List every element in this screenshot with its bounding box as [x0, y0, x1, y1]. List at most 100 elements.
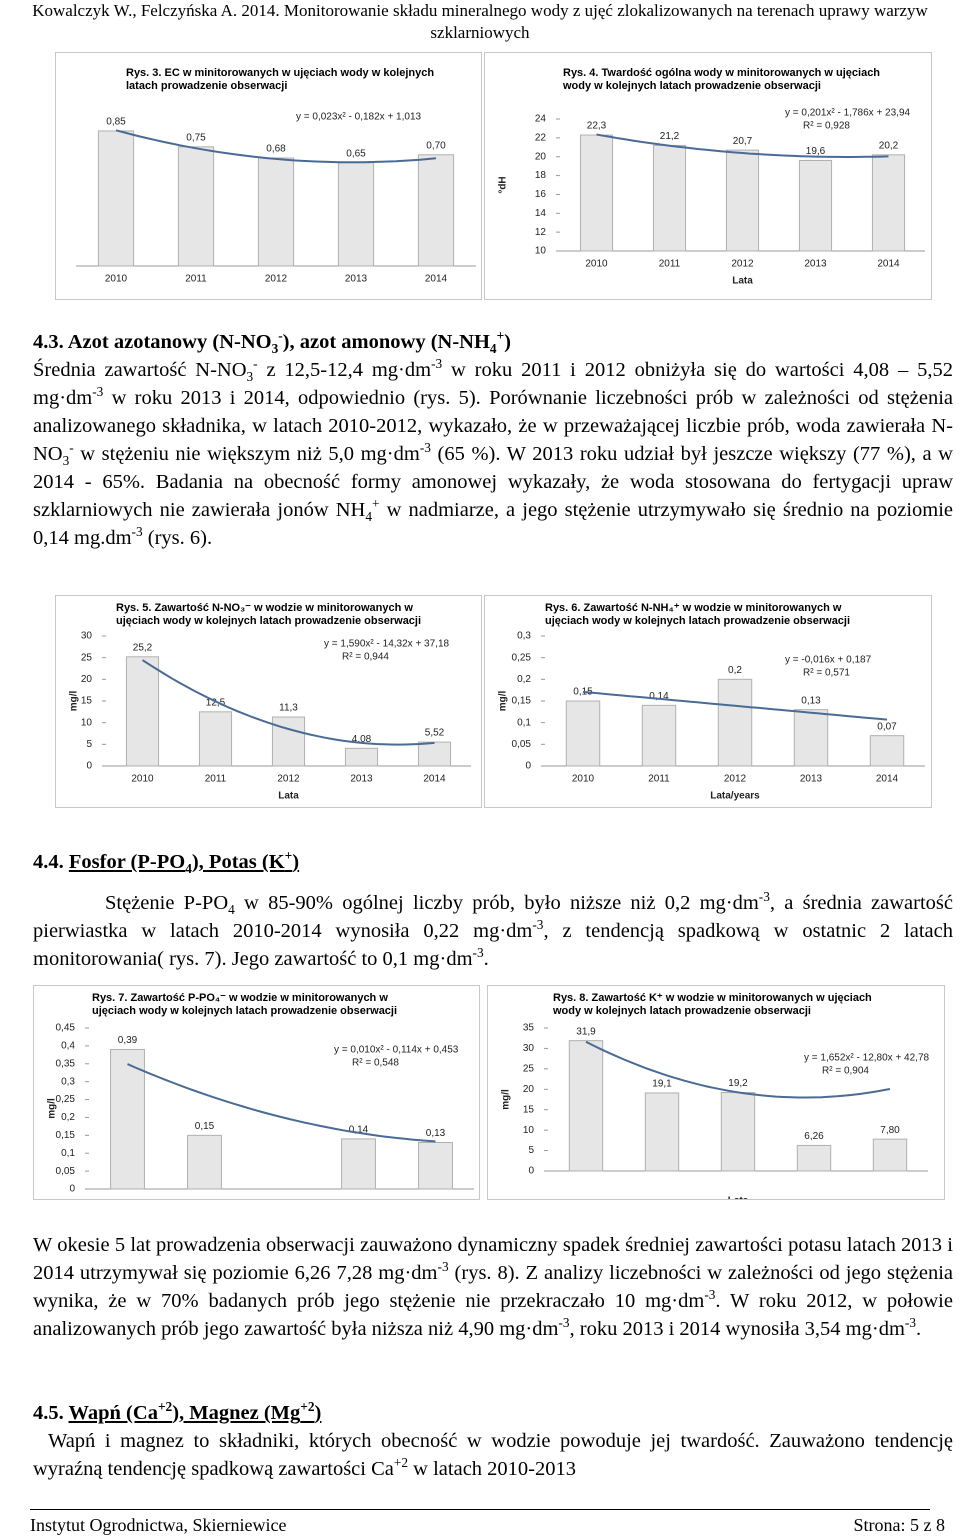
text-run: w 85-90% ogólnej liczby prób, było niższ… [234, 892, 759, 914]
bar [418, 1141, 453, 1190]
x-tick-label: 2013 [350, 774, 373, 785]
superscript: -3 [758, 889, 770, 905]
y-axis-label: mg/l [498, 691, 509, 712]
bar [871, 154, 906, 252]
y-tick-label: 0,05 [512, 739, 532, 750]
subscript: 3 [246, 369, 254, 385]
section-number: 4.3. [33, 331, 64, 353]
x-tick-label: 2013 [345, 274, 368, 285]
x-tick-label: 2012 [731, 259, 754, 270]
superscript: - [278, 328, 283, 344]
section-number: 4.5. [33, 1402, 64, 1424]
bar [652, 144, 687, 252]
y-tick-label: 20 [81, 674, 93, 685]
value-label: 6,26 [804, 1131, 824, 1142]
chart: 0 5 10 15 20 25 30 35 mg/l Lata 31,9 19,1 19,2 6,26 7,… [487, 985, 945, 1200]
paragraph: Wapń i magnez to składniki, których obec… [33, 1427, 953, 1483]
value-label: 19,1 [652, 1079, 672, 1090]
bar [198, 711, 233, 767]
trend-equation: y = 0,010x² - 0,114x + 0,453 [334, 1045, 459, 1056]
trendline [141, 659, 435, 746]
bar [417, 154, 455, 267]
text-run: (rys. 8). Z analizy liczebności w zależn… [33, 1262, 953, 1312]
bar [187, 1134, 222, 1190]
value-label: 0,85 [106, 117, 126, 128]
x-tick-label: 2014 [877, 259, 900, 270]
value-label: 21,2 [660, 131, 680, 142]
x-tick-label: 2010 [131, 774, 154, 785]
x-tick-label: 2012 [265, 274, 288, 285]
superscript: -3 [532, 917, 544, 933]
y-tick-label: 15 [523, 1104, 535, 1115]
value-label: 0,70 [426, 140, 446, 151]
bar [798, 159, 833, 252]
y-tick-label: 22 [535, 132, 547, 143]
y-tick-label: 10 [535, 246, 547, 257]
paragraph: Średnia zawartość N-NO3- z 12,5-12,4 mg·… [33, 356, 953, 552]
superscript: -3 [431, 356, 443, 372]
y-tick-label: 16 [535, 189, 547, 200]
bar [110, 1048, 145, 1190]
y-tick-label: 0 [69, 1184, 75, 1195]
text-run: Azot azotanowy (N-NO [67, 331, 272, 353]
y-axis-label: °dH [498, 176, 509, 193]
y-tick-label: 0,35 [56, 1058, 76, 1069]
chart: 2010 0,85 2011 0,75 2012 0,68 2013 0,65 2014 0,70… [55, 52, 482, 300]
value-label: 20,2 [879, 140, 899, 151]
running-header: Kowalczyk W., Felczyńska A. 2014. Monito… [32, 1, 928, 42]
section-number: 4.4. [33, 851, 64, 873]
bar [579, 134, 614, 252]
superscript: -3 [131, 524, 143, 540]
trend-r2: R² = 0,928 [803, 121, 850, 132]
y-tick-label: 0,2 [517, 674, 531, 685]
value-label: 0,68 [266, 144, 286, 155]
y-tick-label: 0 [525, 761, 531, 772]
subscript: 4 [489, 341, 497, 357]
text-run: (65 %). W 2013 roku udział był jeszcze w… [33, 443, 953, 521]
text-run: Wapń i magnez to składniki, których obec… [33, 1430, 953, 1480]
y-tick-label: 5 [86, 739, 92, 750]
footer-right: Strona: 5 z 8 [853, 1515, 946, 1535]
y-tick-label: 18 [535, 170, 547, 181]
trend-r2: R² = 0,944 [342, 652, 389, 663]
superscript: + [496, 328, 505, 344]
value-label: 0,13 [426, 1128, 446, 1139]
text-run: Stężenie P-PO [105, 892, 229, 914]
value-label: 4,08 [352, 734, 372, 745]
bar [796, 1144, 832, 1172]
y-tick-label: 24 [535, 114, 547, 125]
value-label: 7,80 [880, 1125, 900, 1136]
text-run: Średnia zawartość N-NO [33, 359, 247, 381]
value-label: 19,6 [806, 146, 826, 157]
text-run: Wapń (Ca [68, 1402, 158, 1424]
text-run: z 12,5-12,4 mg·dm [257, 359, 432, 381]
chart-title: Rys. 7. Zawartość P-PO₄⁻ w wodzie w mini… [92, 992, 398, 1017]
y-tick-label: 0,25 [512, 652, 532, 663]
x-axis-label: Lata [732, 276, 753, 287]
text-run: w nadmiarze, a jego stężenie utrzymywało… [33, 499, 954, 549]
x-tick-label: 2011 [205, 774, 227, 785]
y-tick-label: 25 [81, 652, 93, 663]
value-label: 0,15 [195, 1121, 215, 1132]
x-tick-label: 2010 [105, 274, 128, 285]
text-run: . [916, 1318, 922, 1340]
paragraph: W okesie 5 lat prowadzenia obserwacji za… [33, 1231, 953, 1343]
bar [337, 162, 375, 267]
bar [717, 678, 753, 767]
text-run: . W roku 2012, w połowie analizowanych p… [33, 1290, 953, 1340]
trend-equation: y = -0,016x + 0,187 [785, 655, 872, 666]
trendline [585, 1040, 891, 1099]
text-run: ) [504, 331, 511, 353]
bar [125, 656, 160, 767]
superscript: +2 [393, 1455, 409, 1471]
x-tick-label: 2012 [724, 774, 747, 785]
y-tick-label: 35 [523, 1023, 535, 1034]
superscript: -3 [437, 1259, 449, 1275]
trend-r2: R² = 0,548 [352, 1058, 399, 1069]
chart: 0 0,05 0,1 0,15 0,2 0,25 0,3 mg/l Lata/years 2010… [484, 595, 932, 808]
text-run: , roku 2013 i 2014 wynosiła 3,54 mg·dm [569, 1318, 905, 1340]
value-label: 0,14 [349, 1125, 369, 1136]
y-tick-label: 5 [528, 1145, 534, 1156]
x-axis-label: Lata [278, 791, 299, 802]
x-tick-label: 2011 [185, 274, 207, 285]
